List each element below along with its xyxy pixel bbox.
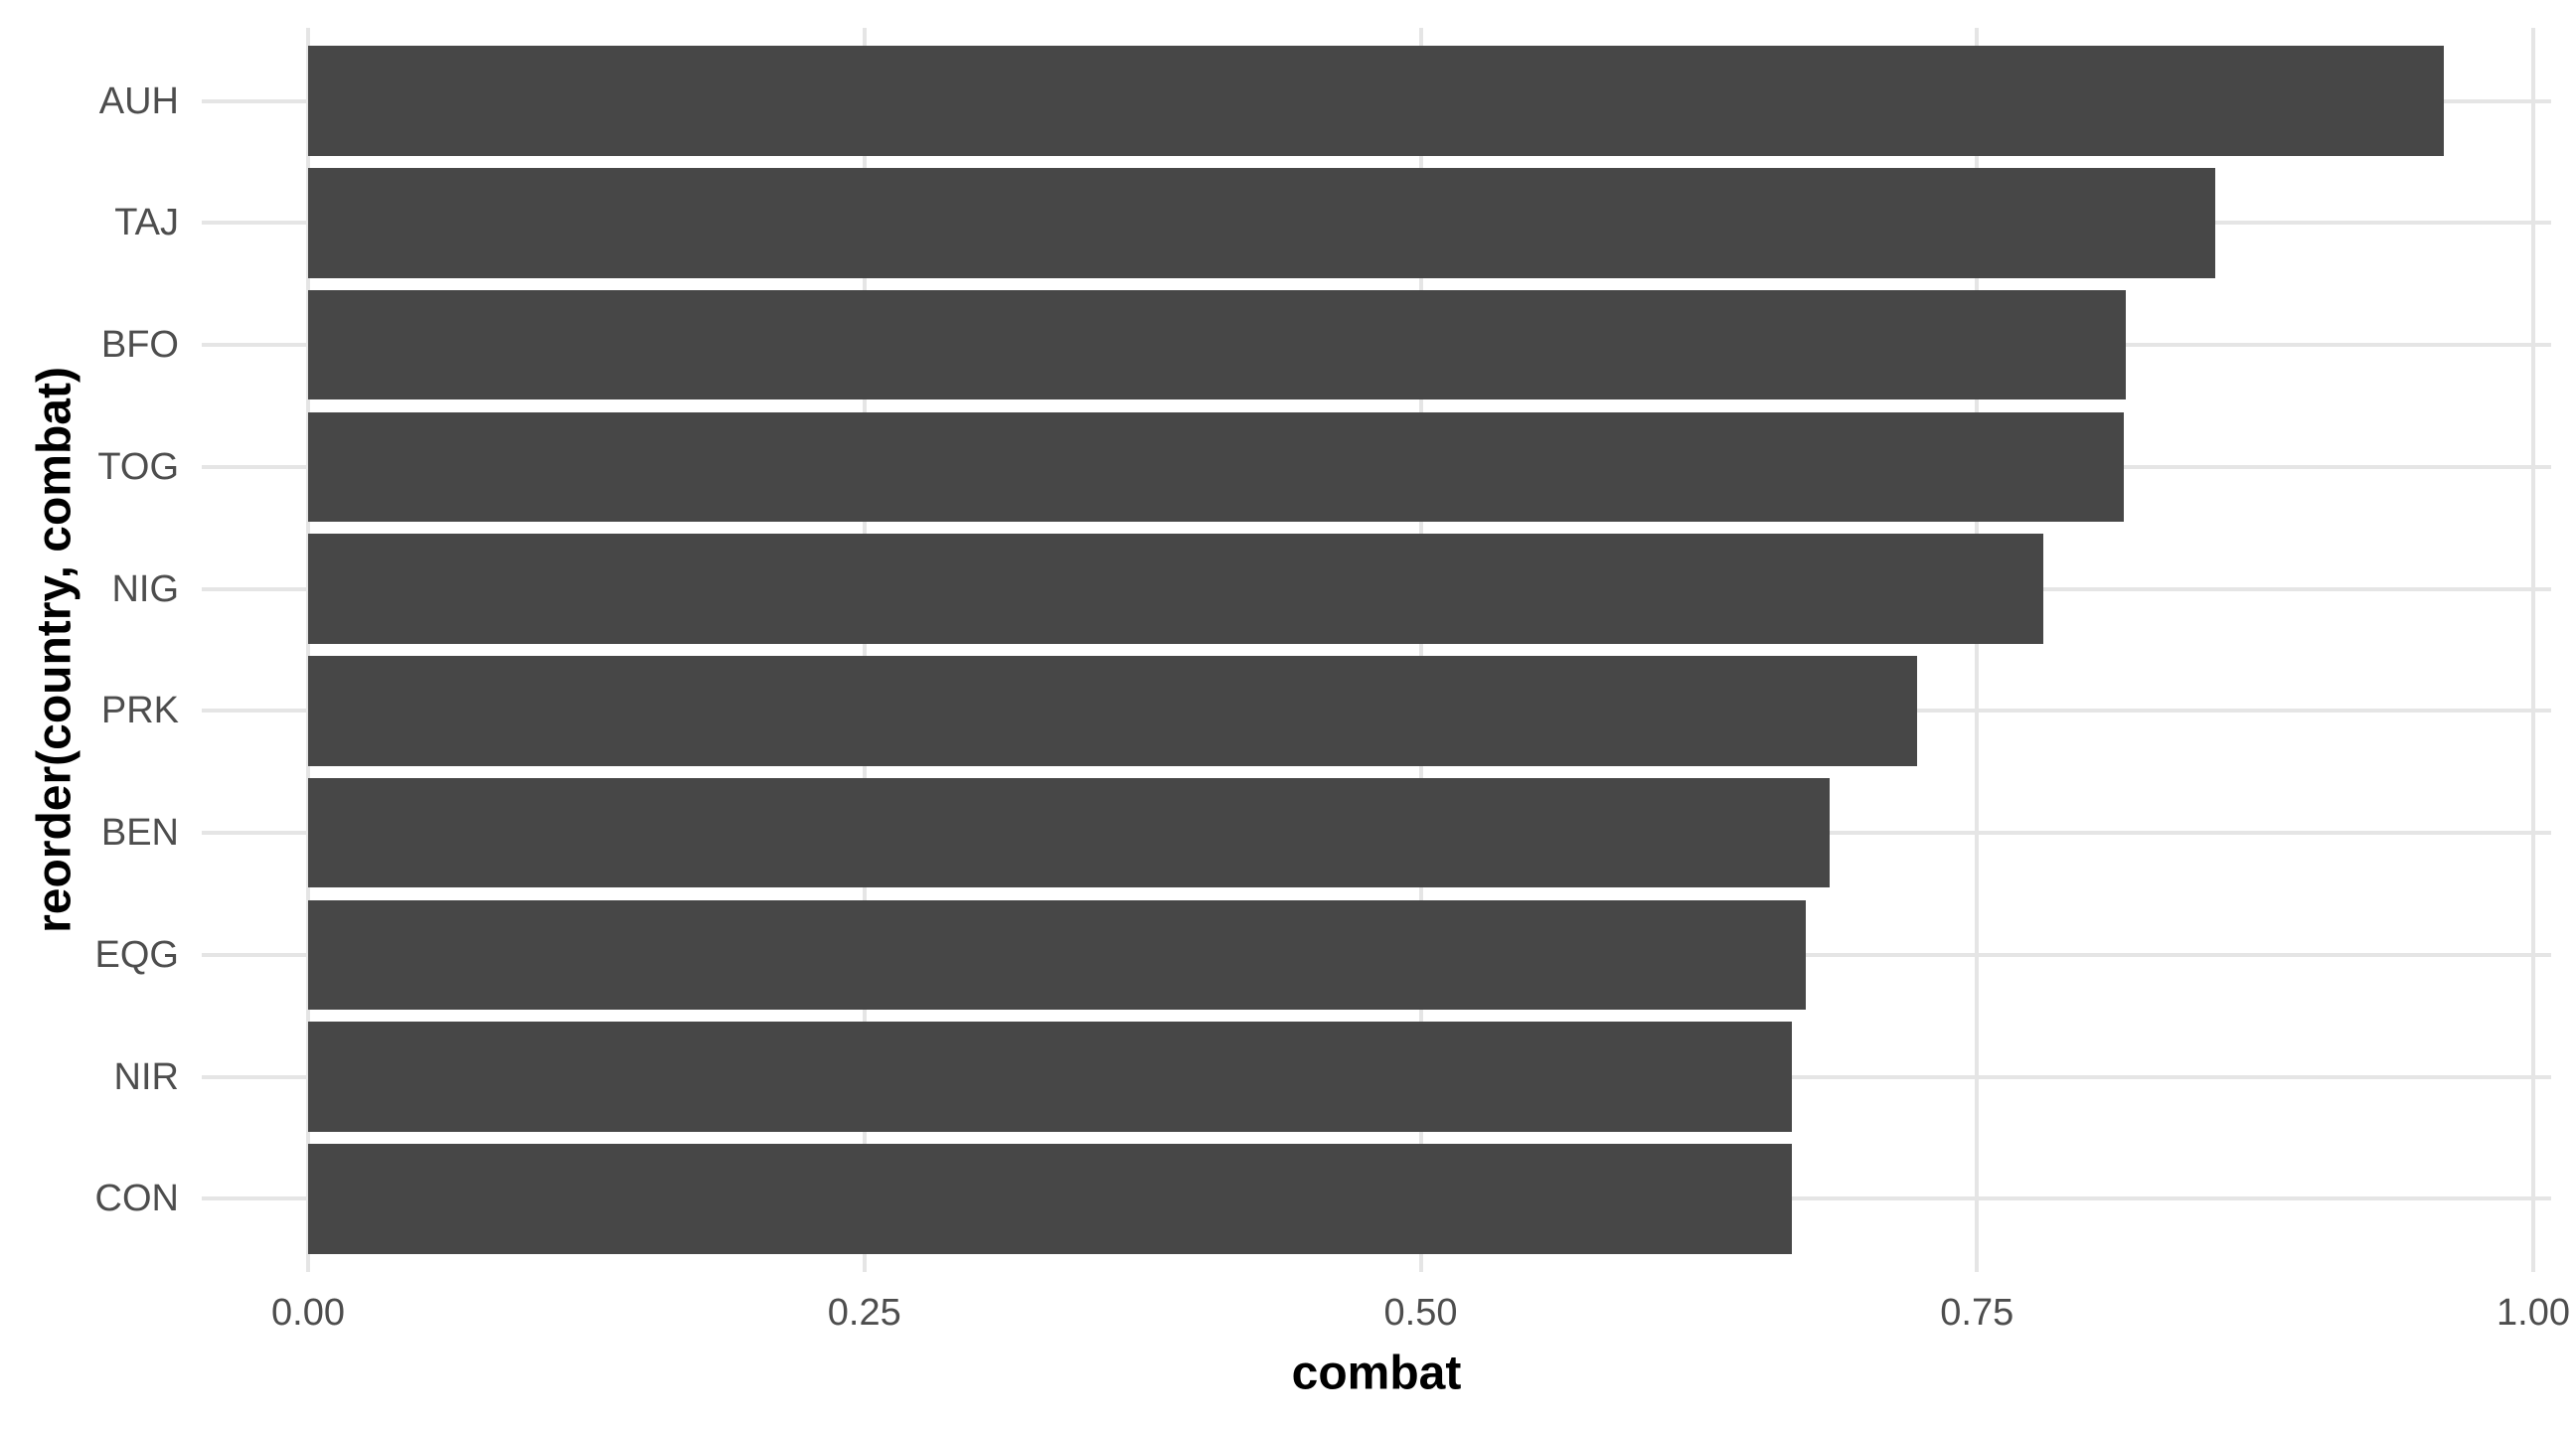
bar-BEN xyxy=(308,777,1831,888)
y-tick-label: NIR xyxy=(113,1055,179,1098)
bar-NIG xyxy=(308,534,2044,644)
bar-NIR xyxy=(308,1022,1793,1132)
y-tick-label: BEN xyxy=(100,812,179,855)
x-gridline xyxy=(862,28,867,1272)
x-tick-label: 1.00 xyxy=(2496,1292,2570,1334)
x-tick-label: 0.75 xyxy=(1940,1292,2014,1334)
x-gridline xyxy=(1418,28,1423,1272)
y-tick-label: AUH xyxy=(98,80,179,122)
y-tick-label: NIG xyxy=(111,567,179,610)
bar-TOG xyxy=(308,411,2125,523)
y-tick-label: EQG xyxy=(94,933,179,976)
y-tick-label: CON xyxy=(94,1178,179,1220)
plot-panel xyxy=(202,28,2551,1272)
y-tick-label: TOG xyxy=(97,445,179,488)
bar-TAJ xyxy=(308,168,2215,278)
x-tick-label: 0.25 xyxy=(827,1292,901,1334)
y-tick-label: BFO xyxy=(100,324,179,367)
bar-BFO xyxy=(308,289,2127,400)
x-tick-label: 0.00 xyxy=(271,1292,345,1334)
y-tick-label: PRK xyxy=(100,690,179,732)
x-gridline xyxy=(306,28,310,1272)
y-tick-label: TAJ xyxy=(114,202,179,244)
bar-AUH xyxy=(308,46,2445,156)
bar-PRK xyxy=(308,656,1917,766)
x-gridline xyxy=(2531,28,2535,1272)
x-gridline xyxy=(1975,28,1980,1272)
bar-CON xyxy=(308,1144,1793,1254)
bar-EQG xyxy=(308,899,1806,1011)
x-axis-title: combat xyxy=(1291,1347,1462,1400)
x-tick-label: 0.50 xyxy=(1383,1292,1458,1334)
